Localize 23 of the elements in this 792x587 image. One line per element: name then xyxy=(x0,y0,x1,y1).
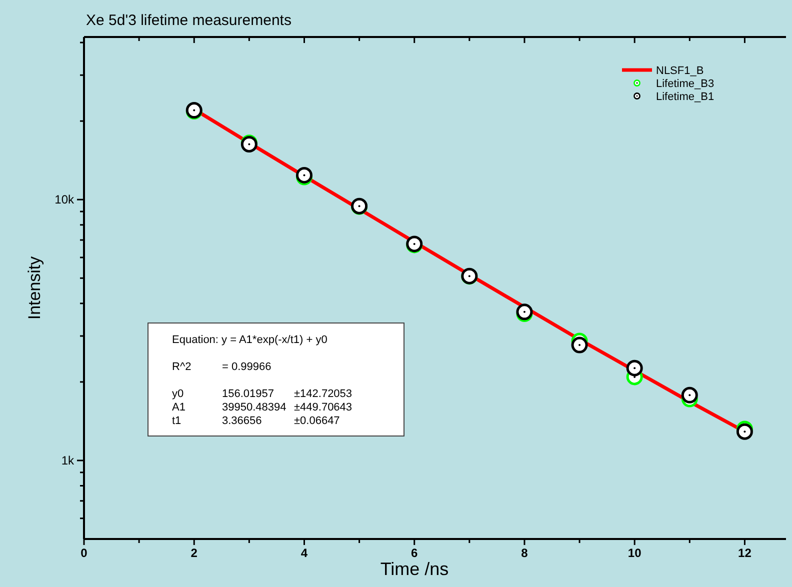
x-tick-label: 0 xyxy=(80,546,88,560)
x-tick-label: 2 xyxy=(190,546,198,560)
x-tick-label: 6 xyxy=(411,546,418,560)
x-tick-label: 12 xyxy=(738,546,752,560)
legend-label: Lifetime_B3 xyxy=(656,78,714,90)
legend-label: Lifetime_B1 xyxy=(656,91,714,103)
y-tick-label: 1k xyxy=(61,453,75,468)
x-tick-label: 8 xyxy=(521,546,528,560)
point xyxy=(626,360,643,376)
annotation: Equation: y = A1*exp(-x/t1) + y0 xyxy=(172,334,328,346)
x-axis-title: Time /ns xyxy=(380,559,449,579)
chart-title: Xe 5d'3 lifetime measurements xyxy=(86,12,292,29)
legend-label: NLSF1_B xyxy=(656,65,704,77)
text: t1 3.36656 ±0.06647 xyxy=(172,415,340,427)
x-tick-label: 10 xyxy=(628,546,642,560)
y-axis-title: Intensity xyxy=(25,256,44,320)
text: A1 39950.48394 ±449.70643 xyxy=(172,402,352,414)
text: R^2 = 0.99966 xyxy=(172,361,272,373)
x-tick-label: 4 xyxy=(300,546,308,560)
point xyxy=(571,336,588,354)
text: y0 156.01957 ±142.72053 xyxy=(172,388,352,400)
point xyxy=(681,386,698,404)
y-tick-label: 10k xyxy=(54,192,75,207)
